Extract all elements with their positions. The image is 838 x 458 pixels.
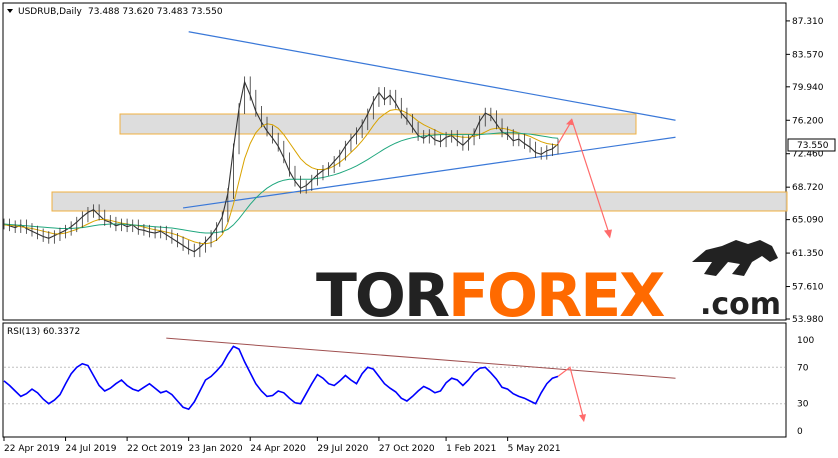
rsi-tick-label: 30	[797, 400, 809, 410]
rsi-tick-label: 70	[797, 363, 809, 373]
rsi-panel	[2, 322, 787, 438]
date-axis: 22 Apr 2019 24 Jul 2019 22 Oct 2019 23 Jan …	[3, 437, 561, 454]
price-tick-label: 68.720	[792, 183, 824, 193]
price-tick-label: 65.090	[792, 216, 824, 226]
rsi-trendline	[166, 337, 676, 379]
current-price-label: 73.550	[797, 141, 829, 151]
rsi-title: RSI(13) 60.3372	[7, 327, 80, 337]
watermark-forex: FOREX	[448, 261, 665, 331]
price-tick-label: 53.980	[792, 315, 824, 325]
date-tick-label: 24 Jul 2019	[66, 444, 117, 454]
forecast-arrows	[557, 118, 612, 239]
date-tick-label: 5 May 2021	[508, 444, 561, 454]
trendline	[188, 31, 676, 121]
rsi-axis: 100 70 30 0	[797, 336, 814, 437]
ma-fast-line	[3, 108, 559, 245]
rsi-line	[3, 345, 559, 411]
date-tick-label: 27 Oct 2020	[379, 444, 435, 454]
rsi-tick-label: 0	[797, 427, 803, 437]
date-tick-label: 23 Jan 2020	[189, 444, 243, 454]
rsi-tick-label: 100	[797, 336, 814, 346]
forecast-arrowhead	[566, 118, 574, 126]
support-zone	[51, 191, 788, 212]
resistance-zone	[119, 113, 637, 135]
ma-slow-line	[3, 132, 559, 234]
date-tick-label: 22 Oct 2019	[127, 444, 183, 454]
price-series	[3, 76, 559, 258]
price-axis: 87.310 83.570 79.940 76.200 72.460 68.720 65.0…	[786, 17, 824, 325]
rsi-forecast-arrowhead	[579, 414, 586, 423]
price-tick-label: 76.200	[792, 116, 824, 126]
price-panel	[2, 2, 787, 321]
watermark-com: .com	[700, 287, 781, 322]
price-tick-label: 72.460	[792, 150, 824, 160]
torforex-watermark: TOR FOREX .com	[316, 240, 781, 331]
collapse-triangle-icon	[7, 9, 13, 13]
rsi-layer	[3, 337, 785, 423]
date-tick-label: 29 Jul 2020	[317, 444, 368, 454]
price-tick-label: 61.350	[792, 249, 824, 259]
trendline	[182, 136, 676, 209]
chart-title: USDRUB,Daily	[18, 7, 83, 17]
date-tick-label: 24 Apr 2020	[250, 444, 306, 454]
price-tick-label: 57.610	[792, 283, 824, 293]
trendlines	[182, 31, 676, 209]
watermark-tor: TOR	[316, 261, 449, 331]
price-tick-label: 87.310	[792, 17, 824, 27]
ohlc-readout: 73.488 73.620 73.483 73.550	[88, 7, 223, 17]
date-tick-label: 1 Feb 2021	[446, 444, 496, 454]
current-price-badge	[787, 138, 836, 152]
rsi-forecast-path	[557, 366, 585, 421]
date-tick-label: 22 Apr 2019	[4, 444, 60, 454]
bull-icon	[692, 240, 778, 276]
price-tick-label: 79.940	[792, 83, 824, 93]
price-tick-label: 83.570	[792, 50, 824, 60]
forecast-arrowhead	[604, 229, 612, 239]
price-line	[3, 79, 559, 253]
